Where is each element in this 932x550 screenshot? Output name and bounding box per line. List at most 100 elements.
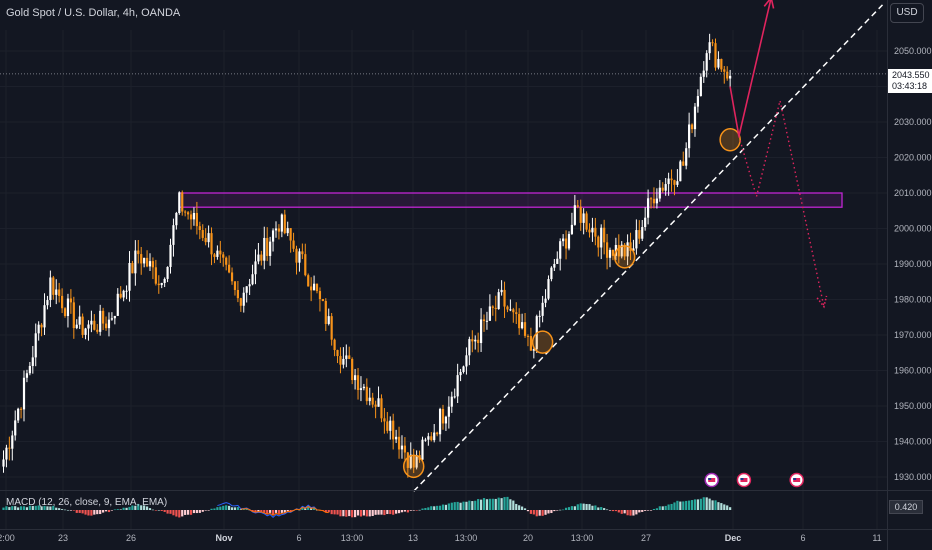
candle-body [482, 319, 486, 322]
candle-body [230, 272, 234, 282]
candle-body [597, 236, 600, 248]
candle [14, 410, 17, 441]
candle-body [19, 408, 23, 410]
candle [512, 307, 515, 323]
macd-bar [351, 510, 354, 518]
macd-bar [708, 498, 711, 510]
time-tick-label: Nov [215, 533, 232, 543]
candle-body [547, 279, 550, 299]
currency-button[interactable]: USD [890, 3, 924, 23]
macd-bar [503, 497, 506, 510]
candle-body [579, 206, 582, 223]
macd-bar [207, 510, 210, 511]
macd-bar [688, 500, 691, 510]
candle-body [647, 198, 650, 218]
candle-body [711, 42, 714, 44]
candle-body [61, 295, 64, 309]
candle-body [415, 455, 418, 468]
macd-bar [409, 510, 412, 511]
candle-body [632, 248, 635, 251]
candle [676, 169, 679, 188]
candle-body [690, 124, 694, 130]
candle [336, 349, 339, 364]
candle-body [277, 228, 281, 232]
candle-body [17, 408, 20, 421]
macd-bar [658, 506, 661, 510]
candle-body [359, 388, 363, 390]
macd-bar [459, 502, 462, 510]
candle [477, 332, 480, 353]
candle [523, 313, 527, 338]
candle-body [585, 213, 588, 230]
candle [225, 256, 228, 271]
candle-body [216, 250, 219, 257]
candle-body [705, 53, 708, 71]
candle-body [22, 377, 26, 410]
macd-bar [403, 510, 407, 512]
event-flag-canton [708, 478, 712, 480]
macd-bar [113, 509, 116, 511]
macd-bar [544, 510, 547, 515]
candle-body [392, 420, 395, 440]
macd-bar [72, 510, 75, 511]
macd-bar [310, 508, 313, 510]
macd-bar [608, 510, 612, 511]
macd-bar [673, 502, 676, 510]
candle [345, 344, 348, 368]
candle-body [644, 217, 647, 228]
macd-bar [711, 500, 714, 510]
macd-bar [515, 503, 518, 510]
candle [228, 255, 231, 274]
candle-body [605, 242, 609, 258]
macd-bar [354, 510, 357, 518]
macd-bar [49, 506, 52, 510]
candle-body [629, 242, 632, 251]
candle [289, 228, 292, 253]
candle [717, 51, 720, 70]
candle [52, 275, 55, 300]
macd-bar [257, 510, 260, 512]
macd-bar [181, 510, 184, 517]
candle [377, 386, 380, 407]
macd-bar [518, 505, 521, 510]
candle-body [365, 386, 368, 402]
candle [81, 313, 84, 338]
macd-bar [228, 505, 231, 510]
time-tick-label: 2:00 [0, 533, 15, 543]
event-flag-stripe [708, 478, 716, 482]
candle-body [541, 302, 544, 316]
candle-body [664, 184, 667, 191]
event-flag-icon[interactable] [736, 472, 752, 488]
candle [312, 275, 316, 291]
macd-bar [564, 507, 568, 510]
price-tick-label: 1940.000 [894, 437, 932, 447]
candle [248, 278, 251, 296]
candle-body [559, 241, 562, 259]
event-flag-icon[interactable] [789, 472, 804, 488]
candle [131, 260, 134, 274]
macd-title[interactable]: MACD (12, 26, close, 9, EMA, EMA) [6, 497, 168, 508]
candle-body [154, 267, 157, 284]
macd-bar [696, 499, 700, 510]
event-flag-icon[interactable] [704, 472, 719, 488]
time-tick-label: 20 [523, 533, 533, 543]
candle-body [462, 366, 465, 373]
candle-body [198, 226, 201, 231]
candle [63, 307, 67, 318]
candle [324, 298, 327, 331]
candle-body [564, 238, 568, 249]
candle [459, 368, 462, 382]
candle [8, 436, 11, 461]
macd-bar [40, 506, 43, 510]
candle-body [189, 214, 193, 220]
macd-bar [523, 508, 527, 510]
candle [90, 310, 93, 333]
candle [515, 302, 518, 325]
macd-bar [670, 503, 673, 510]
price-tick-label: 2000.000 [894, 224, 932, 234]
time-tick-label: 6 [296, 533, 301, 543]
macd-bar [477, 499, 480, 510]
macd-bar [562, 509, 565, 511]
candle [638, 220, 641, 244]
